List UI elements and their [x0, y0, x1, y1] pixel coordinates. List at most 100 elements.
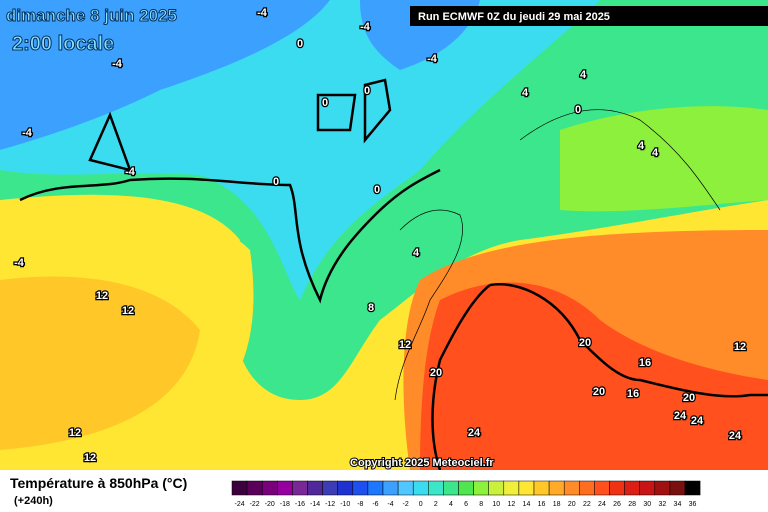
colorbar-swatch	[292, 480, 308, 496]
colorbar-swatch	[488, 480, 505, 496]
colorbar-swatch	[246, 480, 263, 496]
zone-light-green	[560, 106, 768, 212]
contour-label: 24	[691, 415, 704, 427]
colorbar-label: 26	[613, 501, 621, 508]
colorbar-label: 24	[598, 501, 606, 508]
contour-label: 12	[399, 339, 411, 351]
contour-label: 12	[734, 341, 746, 353]
title: dimanche 8 juin 2025	[6, 6, 177, 25]
copyright: Copyright 2025 Meteociel.fr	[350, 457, 494, 469]
colorbar-swatch	[428, 480, 444, 496]
contour-label: 24	[468, 427, 481, 439]
colorbar-label: 36	[689, 501, 697, 508]
contour-label: 24	[674, 410, 687, 422]
colorbar-label: 6	[464, 501, 468, 508]
colorbar-label: 22	[583, 501, 591, 508]
colorbar-label: -20	[265, 501, 275, 508]
colorbar-label: 32	[658, 501, 666, 508]
colorbar-swatch	[518, 480, 535, 496]
colorbar-label: 30	[643, 501, 651, 508]
colorbar-swatch	[594, 480, 610, 496]
contour-label: -4	[22, 127, 33, 139]
contour-label: 4	[638, 140, 645, 152]
contour-label: -4	[257, 7, 268, 19]
colorbar-swatch	[261, 480, 278, 496]
colorbar-swatch	[579, 480, 595, 496]
contour-label: 20	[593, 386, 605, 398]
colorbar-swatch	[563, 480, 580, 496]
contour-label: -4	[14, 257, 25, 269]
zone-yellow-orange	[0, 276, 200, 450]
contour-label: 24	[729, 430, 742, 442]
colorbar-swatch	[367, 480, 384, 496]
contour-label: 0	[322, 97, 328, 109]
colorbar-swatch	[458, 480, 474, 496]
run-box	[410, 6, 768, 26]
colorbar-swatch	[669, 480, 686, 496]
contour-label: 12	[96, 290, 108, 302]
colorbar-swatch	[533, 480, 550, 496]
contour-label: 0	[297, 38, 303, 50]
colorbar-label: 10	[492, 501, 500, 508]
colorbar-label: -12	[325, 501, 335, 508]
colorbar-label: 2	[434, 501, 438, 508]
contour-label: 0	[364, 85, 370, 97]
colorbar-label: 16	[538, 501, 546, 508]
contour-label: 20	[683, 392, 695, 404]
contour-label: 4	[413, 247, 420, 259]
colorbar-swatch	[548, 480, 565, 496]
colorbar-swatch	[654, 480, 671, 496]
contour-label: 4	[580, 69, 587, 81]
colorbar-label: 18	[553, 501, 561, 508]
contour-label: 16	[639, 357, 651, 369]
colorbar-label: 20	[568, 501, 576, 508]
colorbar-label: -22	[250, 501, 260, 508]
colorbar-swatch	[503, 480, 520, 496]
colorbar-label: 8	[479, 501, 483, 508]
contours	[19, 78, 768, 471]
colorbar-label: 34	[674, 501, 682, 508]
contour-label: -4	[427, 53, 438, 65]
colorbar-label: 4	[449, 501, 453, 508]
colorbar-swatch	[277, 480, 293, 496]
time: 2:00 locale	[12, 33, 114, 55]
colorbar-label: -8	[357, 501, 363, 508]
colorbar-swatch	[231, 480, 248, 496]
contour-label: 20	[430, 367, 442, 379]
contour-label: -4	[112, 58, 123, 70]
colorbar-swatch	[639, 480, 656, 496]
contour-label: -4	[125, 166, 136, 178]
colorbar-label: -24	[234, 501, 244, 508]
colorbar-label: 14	[523, 501, 531, 508]
colorbar-swatch	[352, 480, 369, 496]
contour-label: 12	[84, 452, 96, 464]
colorbar-swatch	[412, 480, 429, 496]
zone-red	[420, 282, 768, 470]
contour-label: 4	[652, 147, 659, 159]
colorbar-swatch	[684, 480, 701, 496]
colorbar-label: -14	[310, 501, 320, 508]
contour-label: 16	[627, 388, 639, 400]
colorbar-swatch	[609, 480, 625, 496]
colorbar-label: -4	[387, 501, 393, 508]
colorbar-swatch	[382, 480, 399, 496]
colorbar-swatch	[307, 480, 323, 496]
lead-time: (+240h)	[14, 495, 53, 507]
run: Run ECMWF 0Z du jeudi 29 mai 2025	[418, 11, 610, 23]
colorbar-label: -16	[295, 501, 305, 508]
contour-label: 0	[273, 176, 279, 188]
colorbar-swatch	[322, 480, 338, 496]
colorbar-swatch	[624, 480, 640, 496]
colorbar-swatch	[397, 480, 414, 496]
colorbar-label: -2	[403, 501, 409, 508]
colorbar-label: -18	[280, 501, 290, 508]
variable: Température à 850hPa (°C)	[10, 475, 187, 491]
colorbar-swatch	[337, 480, 354, 496]
contour-label: 8	[368, 302, 374, 314]
contour-label: 12	[69, 427, 81, 439]
colorbar-label: 28	[628, 501, 636, 508]
contour-label: 0	[374, 184, 380, 196]
zone-blue	[0, 0, 330, 150]
